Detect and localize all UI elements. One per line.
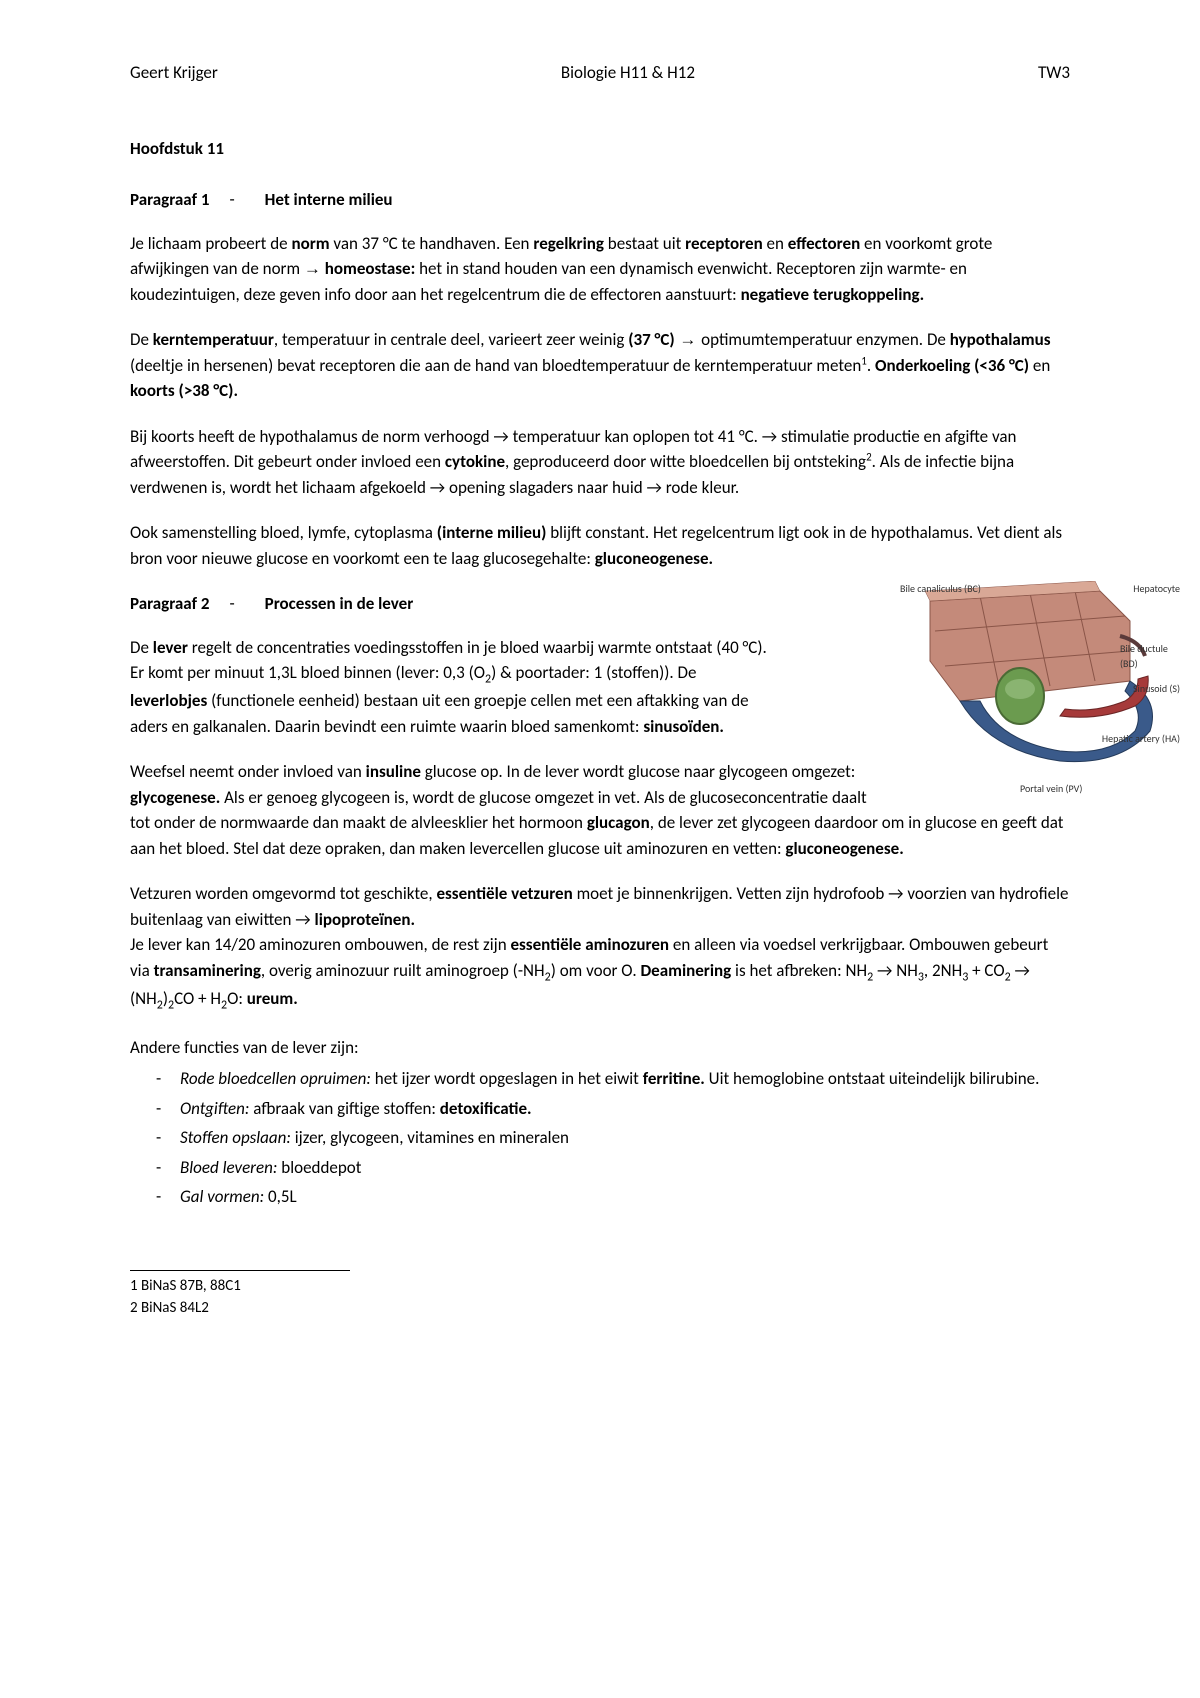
list-item: Rode bloedcellen opruimen: het ijzer wor… — [180, 1066, 1070, 1092]
para2-text-a: De lever regelt de concentraties voeding… — [130, 635, 770, 740]
functions-intro: Andere functies van de lever zijn: — [130, 1035, 1070, 1061]
doc-code: TW3 — [1038, 60, 1070, 86]
label-bile-ductule: Bile ductule (BD) — [1120, 641, 1180, 671]
liver-lobule-figure: Bile canaliculus (BC) Hepatocyte Bile du… — [900, 581, 1180, 801]
para2-text-c: Vetzuren worden omgevormd tot geschikte,… — [130, 881, 1070, 1014]
list-item: Gal vormen: 0,5L — [180, 1184, 1070, 1210]
para1-label: Paragraaf 1 — [130, 189, 209, 210]
para1-title: Het interne milieu — [265, 189, 393, 210]
para1-text-b: De kerntemperatuur, temperatuur in centr… — [130, 327, 1070, 404]
para2-title: Processen in de lever — [265, 593, 414, 614]
label-portal-vein: Portal vein (PV) — [1020, 781, 1082, 796]
footnote-2: 2 BiNaS 84L2 — [130, 1297, 1070, 1320]
doc-title: Biologie H11 & H12 — [561, 60, 695, 86]
para1-text-a: Je lichaam probeert de norm van 37 °C te… — [130, 231, 1070, 308]
footnote-1: 1 BiNaS 87B, 88C1 — [130, 1275, 1070, 1298]
page-header: Geert Krijger Biologie H11 & H12 TW3 — [130, 60, 1070, 86]
chapter-title: Hoofdstuk 11 — [130, 136, 1070, 162]
label-hepatic-artery: Hepatic artery (HA) — [1102, 731, 1180, 746]
list-item: Bloed leveren: bloeddepot — [180, 1155, 1070, 1181]
list-item: Ontgiften: afbraak van giftige stoffen: … — [180, 1096, 1070, 1122]
para1-heading: Paragraaf 1-Het interne milieu — [130, 187, 1070, 213]
para1-text-d: Ook samenstelling bloed, lymfe, cytoplas… — [130, 520, 1070, 571]
list-item: Stoffen opslaan: ijzer, glycogeen, vitam… — [180, 1125, 1070, 1151]
functions-list: Rode bloedcellen opruimen: het ijzer wor… — [130, 1066, 1070, 1210]
footnote-rule — [130, 1270, 350, 1271]
label-hepatocyte: Hepatocyte — [1133, 581, 1180, 596]
author: Geert Krijger — [130, 60, 218, 86]
para1-text-c: Bij koorts heeft de hypothalamus de norm… — [130, 424, 1070, 501]
para2-label: Paragraaf 2 — [130, 593, 209, 614]
label-bile-canaliculus: Bile canaliculus (BC) — [900, 581, 981, 596]
label-sinusoid: Sinusoid (S) — [1133, 681, 1180, 696]
